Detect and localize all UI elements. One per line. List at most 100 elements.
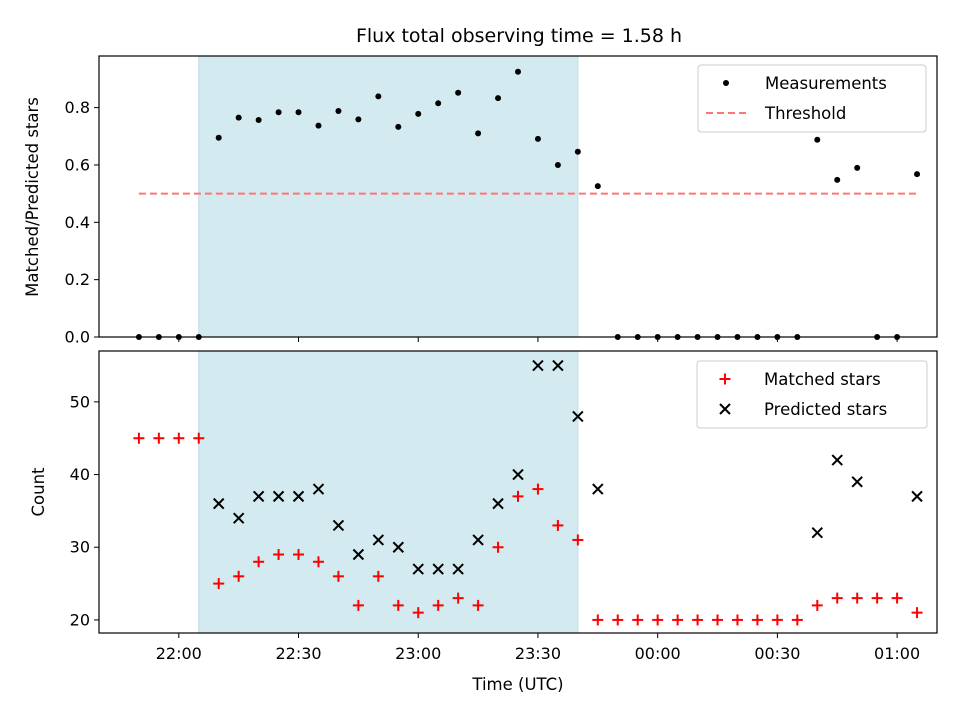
predicted-stars-point-4-b (292, 490, 305, 503)
predicted-stars-point-0-b (213, 497, 225, 510)
bottom-panel-xtick-label-3: 23:30 (515, 644, 561, 663)
measurements-point-5 (235, 114, 242, 121)
bottom-panel-legend-box (696, 360, 928, 429)
matched-stars-point-30 (731, 614, 743, 626)
measurements-point-11 (355, 116, 362, 123)
predicted-stars-point-17 (552, 359, 564, 372)
predicted-stars-point-12-b (452, 563, 464, 575)
measurements-point-4 (215, 134, 222, 141)
bottom-panel-xtick-label-6: 01:00 (874, 644, 920, 663)
top-panel-ytick-label-1: 0.2 (65, 270, 90, 289)
matched-stars-point-8 (293, 549, 305, 561)
bottom-panel-legend: Matched stars Predicted stars (696, 360, 928, 429)
bottom-panel: 20 30 40 50 22:00 22:30 23:00 23:30 00:00 00:30 01… (70, 350, 938, 663)
measurements-point-18 (495, 95, 502, 102)
matched-stars-point-39 (911, 607, 923, 619)
measurements-point-21 (554, 161, 561, 168)
predicted-stars-point-1-b (232, 512, 245, 524)
predicted-stars-point-11-b (432, 563, 444, 575)
measurements-point-6 (255, 116, 262, 123)
predicted-stars-point-7 (352, 548, 365, 561)
matched-stars-point-12 (372, 570, 384, 582)
matched-stars-point-33 (791, 614, 803, 626)
predicted-stars-point-16 (532, 359, 544, 372)
top-panel-ytick-label-2: 0.4 (65, 213, 90, 232)
matched-stars-point-10 (332, 570, 344, 582)
predicted-stars-point-21 (831, 454, 843, 466)
bottom-panel-ytick-label-3: 50 (70, 392, 90, 411)
measurements-point-19 (515, 68, 521, 75)
predicted-stars-point-2 (252, 490, 265, 503)
bottom-panel-ytick-label-0: 20 (70, 610, 90, 629)
predicted-stars-point-11 (432, 563, 444, 575)
matched-stars-point-11 (352, 599, 364, 611)
measurements-point-14 (415, 110, 422, 117)
measurements-point-8 (295, 109, 302, 116)
predicted-stars-point-15 (512, 468, 524, 481)
matched-stars-point-9 (312, 556, 324, 568)
matched-stars-point-38 (891, 592, 903, 604)
predicted-stars-point-14 (492, 497, 504, 510)
matched-stars-point-22 (572, 534, 584, 546)
predicted-stars-point-19-b (592, 483, 604, 495)
matched-stars-point-31 (751, 614, 763, 626)
observing-span (198, 55, 579, 338)
matched-stars-point-4 (213, 578, 225, 590)
measurements-point-20 (534, 135, 541, 142)
legend-marker-matched-stars (719, 373, 731, 385)
matched-stars-point-19 (512, 490, 524, 502)
top-panel: 0.0 0.2 0.4 0.6 0.8 Measurements Threshold (65, 55, 938, 347)
legend-label-measurements: Measurements (765, 74, 887, 93)
measurements-point-15 (435, 100, 442, 107)
measurements-point-16 (455, 89, 462, 96)
matched-stars-point-0 (133, 432, 145, 444)
matched-stars-point-26 (652, 614, 664, 626)
predicted-stars-point-3 (272, 490, 285, 503)
predicted-stars-point-22-b (851, 476, 863, 488)
predicted-stars-point-10-b (412, 563, 424, 575)
matched-stars-point-1 (153, 432, 165, 444)
measurements-point-17 (475, 130, 482, 137)
x-axis-label: Time (UTC) (471, 675, 563, 694)
matched-stars-point-5 (233, 570, 245, 582)
matched-stars-point-37 (871, 592, 883, 604)
matched-stars-point-18 (492, 541, 504, 553)
matched-stars-point-27 (672, 614, 684, 626)
predicted-stars-point-0 (213, 497, 225, 510)
predicted-stars-point-4 (292, 490, 305, 503)
matched-stars-point-6 (253, 556, 265, 568)
chart-title: Flux total observing time = 1.58 h (356, 25, 682, 47)
matched-stars-point-17 (472, 599, 484, 611)
measurements-point-7 (275, 109, 282, 116)
legend-label-threshold: Threshold (764, 104, 846, 123)
top-panel-legend-box (697, 64, 927, 133)
predicted-stars-point-12 (452, 563, 464, 575)
measurements-point-35 (834, 176, 841, 183)
predicted-stars-point-2-b (252, 490, 265, 503)
legend-label-matched-stars: Matched stars (764, 370, 881, 389)
predicted-stars-point-16-b (532, 359, 544, 372)
measurements-point-34 (814, 136, 821, 143)
matched-stars-point-29 (712, 614, 724, 626)
bottom-panel-xtick-label-4: 00:00 (635, 644, 681, 663)
predicted-stars-point-15-b (512, 468, 524, 481)
matched-stars-point-25 (632, 614, 644, 626)
predicted-stars-point-1 (232, 512, 245, 524)
matched-stars-point-21 (552, 519, 564, 531)
bottom-panel-frame (98, 350, 938, 634)
matched-stars-point-13 (392, 599, 404, 611)
legend-marker-predicted-stars (719, 403, 731, 415)
predicted-stars-point-7-b (352, 548, 365, 561)
matched-stars-point-23 (592, 614, 604, 626)
bottom-panel-xtick-label-1: 22:30 (275, 644, 321, 663)
predicted-stars-point-18-b (572, 410, 584, 423)
measurements-point-13 (395, 123, 402, 130)
measurements-point-10 (335, 108, 342, 115)
predicted-stars-point-9 (392, 541, 404, 553)
matched-stars-point-32 (771, 614, 783, 626)
bottom-panel-xtick-label-5: 00:30 (754, 644, 800, 663)
predicted-stars-point-20-b (811, 526, 823, 539)
predicted-stars-point-22 (851, 476, 863, 488)
top-panel-ytick-label-0: 0.0 (65, 328, 90, 347)
